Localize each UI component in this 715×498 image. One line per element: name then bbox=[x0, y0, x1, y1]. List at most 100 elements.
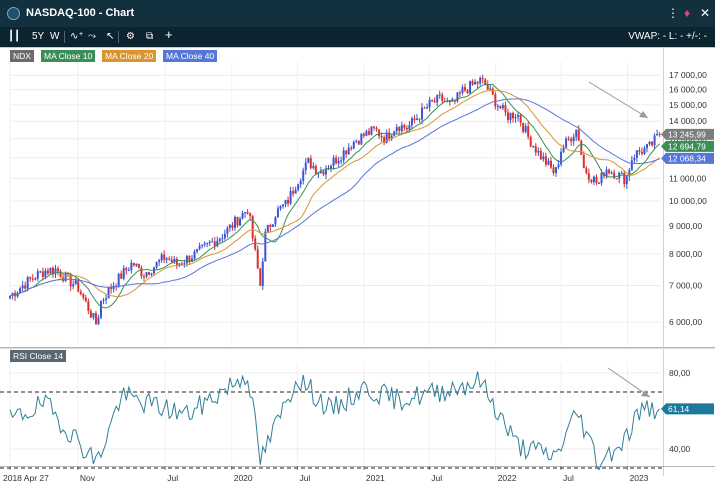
candle-body bbox=[203, 243, 206, 245]
vwap-readout: VWAP: - L: - +/-: - bbox=[628, 31, 707, 42]
candle-body bbox=[418, 118, 421, 120]
candle-body bbox=[362, 133, 365, 136]
candle-body bbox=[59, 271, 62, 278]
candle-body bbox=[494, 94, 497, 107]
legend-item[interactable]: MA Close 40 bbox=[163, 50, 218, 62]
candle-body bbox=[451, 100, 454, 102]
candle-body bbox=[188, 255, 191, 262]
candle-body bbox=[373, 126, 375, 128]
candle-body bbox=[436, 94, 439, 103]
add-icon[interactable]: + bbox=[165, 27, 173, 42]
more-vertical-icon[interactable]: ⋮ bbox=[667, 6, 679, 20]
candle-body bbox=[264, 231, 267, 262]
x-tick-label: 2020 bbox=[234, 473, 253, 483]
candle-body bbox=[625, 176, 628, 185]
candle-body bbox=[292, 191, 295, 194]
candle-body bbox=[385, 132, 388, 143]
candle-body bbox=[191, 258, 193, 262]
candle-body bbox=[261, 261, 264, 286]
candle-body bbox=[453, 100, 456, 102]
legend-item[interactable]: MA Close 10 bbox=[41, 50, 96, 62]
candle-body bbox=[448, 101, 451, 103]
candle-body bbox=[206, 242, 209, 244]
candle-body bbox=[567, 138, 570, 140]
y-tick-label: 8 000,00 bbox=[669, 249, 702, 259]
legend-item[interactable]: MA Close 20 bbox=[102, 50, 157, 62]
x-tick-label: Jul bbox=[167, 473, 178, 483]
candle-body bbox=[481, 77, 484, 80]
candle-body bbox=[34, 278, 37, 280]
candle-body bbox=[539, 150, 542, 160]
candle-body bbox=[476, 81, 479, 84]
candle-body bbox=[276, 208, 279, 218]
candle-body bbox=[72, 284, 75, 287]
toolbar-divider bbox=[64, 31, 65, 43]
settings-gear-icon[interactable]: ⚙ bbox=[126, 31, 135, 42]
candle-body bbox=[438, 94, 441, 96]
y-tick-label: 17 000,00 bbox=[669, 70, 707, 80]
candle-body bbox=[489, 88, 492, 90]
candle-body bbox=[342, 150, 345, 161]
candle-body bbox=[340, 160, 343, 162]
candle-body bbox=[415, 118, 418, 121]
candle-body bbox=[294, 189, 297, 194]
candle-body bbox=[522, 122, 525, 132]
candle-body bbox=[193, 251, 196, 259]
period-button[interactable]: 5Y bbox=[32, 31, 45, 42]
candle-body bbox=[117, 273, 120, 287]
candle-body bbox=[102, 299, 105, 301]
draw-line-icon[interactable]: ⤳ bbox=[88, 31, 96, 42]
candle-body bbox=[557, 164, 560, 168]
candle-body bbox=[365, 131, 368, 136]
candle-body bbox=[456, 92, 459, 102]
candle-body bbox=[405, 127, 408, 130]
close-icon[interactable]: ✕ bbox=[700, 6, 711, 20]
candle-body bbox=[499, 106, 502, 109]
candle-body bbox=[410, 118, 413, 126]
candle-body bbox=[570, 138, 573, 142]
rsi-panel-label: RSI Close 14 bbox=[10, 350, 67, 362]
candle-body bbox=[127, 270, 130, 272]
candlestick-icon[interactable]: ┃┃ bbox=[8, 31, 21, 42]
candle-body bbox=[239, 218, 242, 226]
candle-body bbox=[587, 173, 590, 180]
y-tick-label: 16 000,00 bbox=[669, 85, 707, 95]
candle-body bbox=[537, 150, 540, 153]
y-tick-label: 11 000,00 bbox=[669, 173, 706, 183]
indicator-icon[interactable]: ∿⁺ bbox=[70, 31, 84, 42]
last-value-text: 61,14 bbox=[668, 404, 690, 414]
cursor-icon[interactable]: ↖ bbox=[106, 31, 115, 42]
candle-body bbox=[132, 262, 135, 266]
candle-body bbox=[84, 297, 87, 302]
candle-body bbox=[560, 151, 563, 165]
candle-body bbox=[469, 81, 472, 94]
last-value-label: 12 694,79 bbox=[661, 140, 714, 152]
annotation-arrow-head bbox=[639, 111, 648, 118]
candle-body bbox=[395, 127, 398, 132]
legend-item[interactable]: NDX bbox=[10, 50, 34, 62]
x-tick-label: 2021 bbox=[366, 473, 385, 483]
candle-body bbox=[259, 268, 262, 286]
candle-body bbox=[575, 129, 578, 137]
candle-body bbox=[337, 160, 340, 164]
y-axis-border bbox=[663, 48, 664, 476]
candle-body bbox=[582, 154, 585, 169]
candle-body bbox=[517, 114, 520, 117]
candle-body bbox=[352, 142, 355, 149]
candle-body bbox=[249, 213, 252, 217]
candle-body bbox=[398, 127, 401, 132]
annotation-arrow-head bbox=[641, 390, 650, 397]
ma-close-40-line bbox=[9, 98, 660, 297]
candle-body bbox=[532, 146, 535, 148]
annotation-arrow bbox=[588, 81, 649, 119]
save-layout-icon[interactable]: ⧉ bbox=[146, 31, 154, 42]
interval-button[interactable]: W bbox=[50, 31, 60, 42]
candle-body bbox=[31, 278, 34, 280]
window-title-bar: NASDAQ-100 - Chart ⋮ ♦ ✕ bbox=[0, 0, 715, 27]
candle-body bbox=[307, 158, 310, 163]
candle-body bbox=[110, 287, 113, 289]
candle-body bbox=[335, 157, 338, 164]
link-icon[interactable]: ♦ bbox=[684, 6, 691, 20]
candle-body bbox=[357, 141, 360, 145]
candle-body bbox=[77, 280, 80, 292]
